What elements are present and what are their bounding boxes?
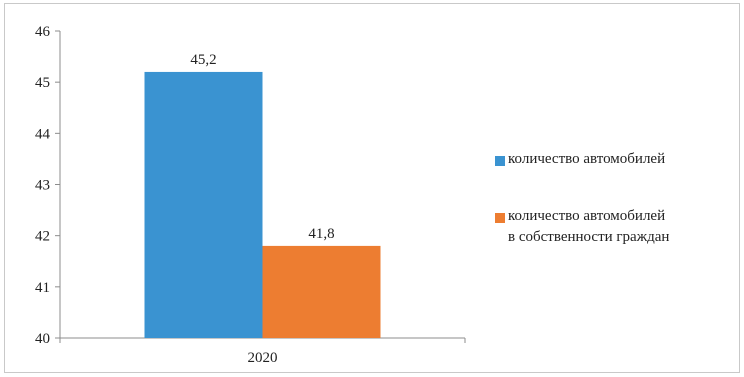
legend-item-series-1: количество автомобилей [495,151,735,170]
y-tick-label: 44 [35,126,51,142]
y-tick-label: 43 [35,178,50,194]
y-axis-ticks: 40 41 42 43 44 45 46 [35,24,60,347]
y-tick-label: 46 [35,24,51,40]
data-label-series-2: 41,8 [308,226,334,242]
y-tick-label: 40 [35,331,50,347]
bar-series-2 [262,245,381,338]
x-axis-ticks: 2020 [59,338,466,366]
y-tick-label: 45 [35,75,50,91]
bars-group: 45,2 41,8 [144,52,381,338]
x-tick-label: 2020 [248,350,278,366]
legend-label: количество автомобилей [508,151,666,167]
legend-item-series-2: количество автомобилей в собственности г… [495,208,735,248]
bar-series-1 [144,71,263,338]
legend-swatch [495,213,505,223]
legend-swatch [495,156,505,166]
legend-label: количество автомобилей в собственности г… [508,208,670,245]
data-label-series-1: 45,2 [190,52,216,68]
y-tick-label: 41 [35,280,50,296]
y-tick-label: 42 [35,229,50,245]
